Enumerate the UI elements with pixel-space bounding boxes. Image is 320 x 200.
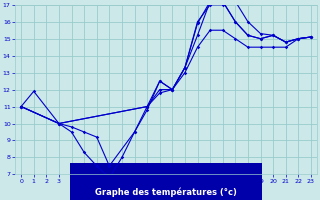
X-axis label: Graphe des températures (°c): Graphe des températures (°c)	[95, 188, 237, 197]
